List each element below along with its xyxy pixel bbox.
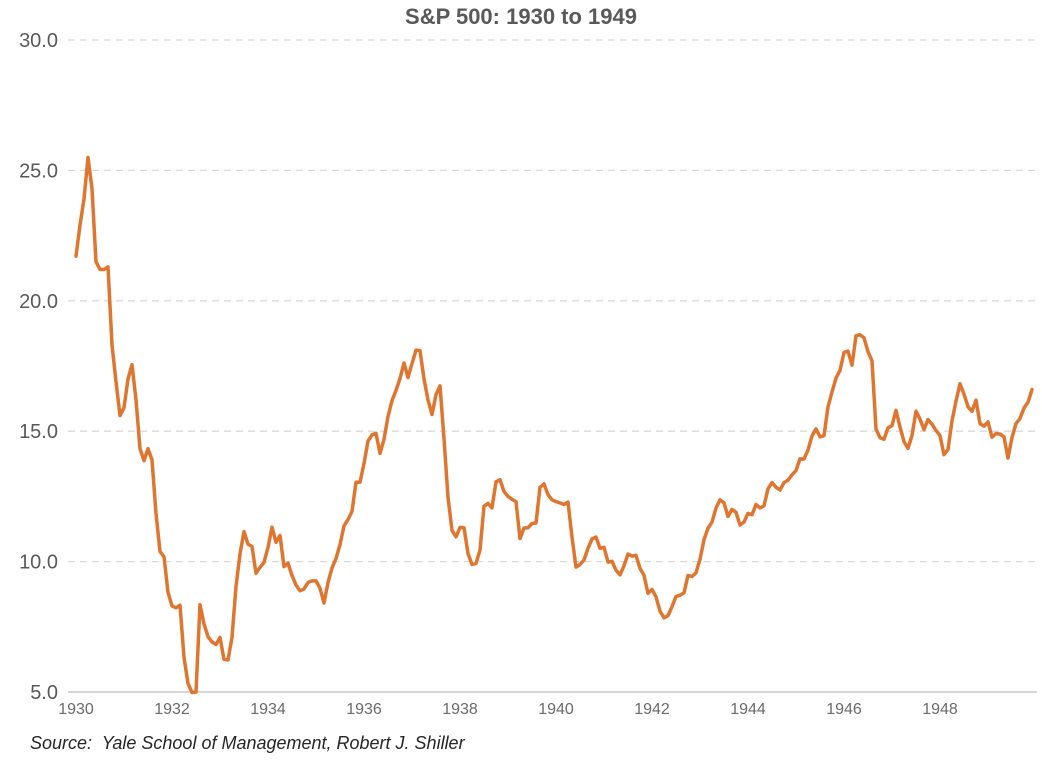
x-axis-tick-label: 1942 (634, 701, 670, 718)
chart-title: S&P 500: 1930 to 1949 (405, 4, 637, 29)
source-note: Source: Yale School of Management, Rober… (30, 733, 465, 753)
y-axis-tick-label: 30.0 (19, 30, 58, 52)
y-axis-tick-label: 15.0 (19, 421, 58, 443)
x-axis-tick-label: 1934 (250, 701, 286, 718)
series-line-sp500 (74, 155, 1034, 695)
y-axis-tick-label: 25.0 (19, 160, 58, 182)
x-axis-tick-label: 1936 (346, 701, 382, 718)
y-axis-tick-label: 5.0 (30, 682, 58, 704)
y-axis-tick-label: 10.0 (19, 552, 58, 574)
y-axis-tick-label: 20.0 (19, 291, 58, 313)
x-axis-tick-label: 1932 (154, 701, 190, 718)
x-axis-tick-label: 1946 (826, 701, 862, 718)
x-axis-tick-label: 1930 (58, 701, 94, 718)
x-axis-tick-label: 1948 (922, 701, 958, 718)
x-axis-tick-label: 1938 (442, 701, 478, 718)
x-axis-tick-label: 1944 (730, 701, 766, 718)
x-axis-tick-label: 1940 (538, 701, 574, 718)
